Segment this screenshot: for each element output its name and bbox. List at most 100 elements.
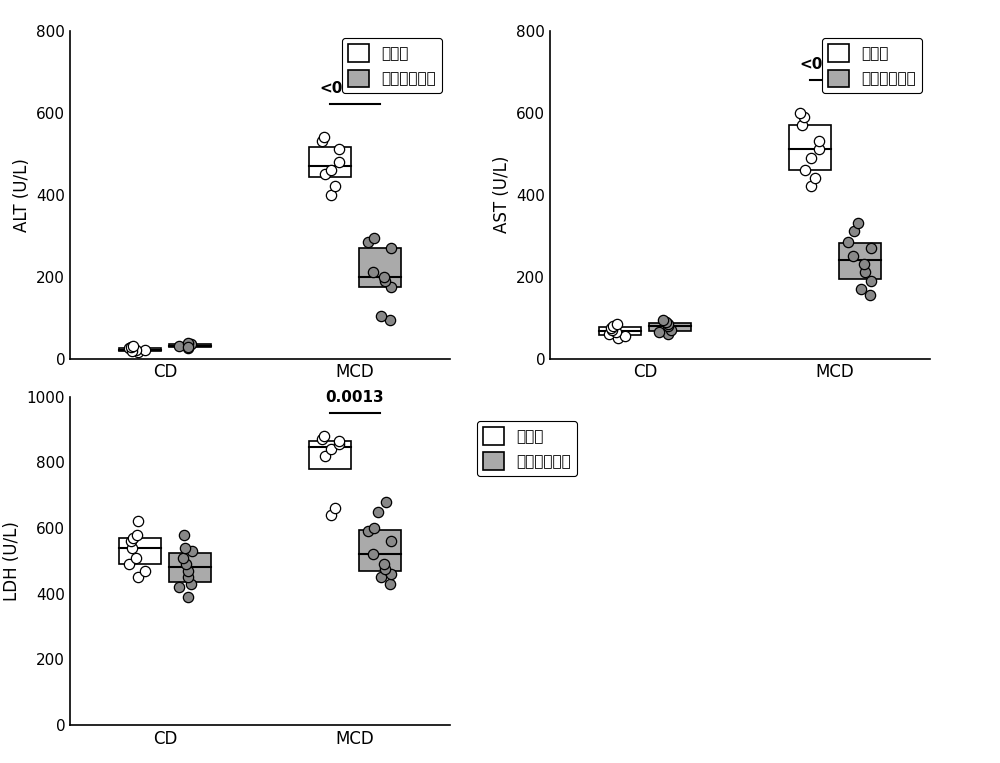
Point — [376, 270, 392, 282]
Point — [177, 542, 193, 554]
Point — [610, 332, 626, 344]
Point — [365, 266, 381, 278]
Point — [853, 283, 869, 295]
Point — [373, 310, 389, 322]
Point — [383, 242, 399, 254]
Point — [609, 317, 625, 330]
Point — [660, 317, 676, 330]
Point — [655, 314, 671, 326]
Point — [794, 119, 810, 131]
Point — [846, 225, 862, 237]
FancyBboxPatch shape — [119, 538, 161, 564]
Y-axis label: ALT (U/L): ALT (U/L) — [13, 158, 31, 231]
Point — [792, 106, 808, 118]
Point — [845, 250, 861, 262]
Point — [373, 571, 389, 583]
Point — [605, 320, 621, 332]
Point — [128, 552, 144, 564]
Point — [130, 515, 146, 527]
Point — [183, 338, 199, 350]
Point — [121, 343, 137, 355]
FancyBboxPatch shape — [839, 243, 881, 278]
Point — [123, 535, 139, 547]
FancyBboxPatch shape — [169, 344, 211, 347]
Point — [803, 180, 819, 192]
Point — [811, 135, 827, 147]
Text: <0.0001: <0.0001 — [799, 56, 871, 72]
Point — [617, 330, 633, 342]
Point — [317, 449, 333, 462]
Point — [608, 326, 624, 338]
Point — [370, 505, 386, 517]
Legend: 对照组, 硫藤黄菌素组: 对照组, 硫藤黄菌素组 — [822, 38, 922, 93]
Point — [180, 343, 196, 355]
Point — [124, 542, 140, 554]
Y-axis label: LDH (U/L): LDH (U/L) — [3, 521, 21, 600]
Point — [316, 131, 332, 143]
Point — [796, 111, 812, 123]
Point — [366, 231, 382, 243]
Point — [323, 188, 339, 201]
FancyBboxPatch shape — [359, 248, 401, 287]
Point — [377, 275, 393, 287]
Point — [660, 320, 676, 332]
Point — [663, 324, 679, 336]
FancyBboxPatch shape — [309, 147, 351, 177]
Point — [180, 341, 196, 353]
Point — [383, 568, 399, 580]
Point — [857, 266, 873, 278]
Legend: 对照组, 硫藤黄菌素组: 对照组, 硫藤黄菌素组 — [342, 38, 442, 93]
Point — [317, 168, 333, 180]
Point — [175, 552, 191, 564]
FancyBboxPatch shape — [649, 323, 691, 331]
Point — [863, 242, 879, 254]
Point — [130, 346, 146, 359]
Point — [601, 328, 617, 340]
Point — [604, 324, 620, 336]
Point — [180, 571, 196, 583]
Point — [137, 565, 153, 577]
Point — [176, 529, 192, 541]
Point — [660, 328, 676, 340]
Text: 0.0013: 0.0013 — [326, 390, 384, 405]
Y-axis label: AST (U/L): AST (U/L) — [493, 156, 511, 233]
Point — [183, 578, 199, 590]
Point — [331, 156, 347, 168]
Point — [331, 435, 347, 447]
FancyBboxPatch shape — [309, 441, 351, 469]
Point — [382, 578, 398, 590]
Point — [129, 529, 145, 541]
Text: <0.0001: <0.0001 — [319, 81, 391, 96]
Point — [651, 326, 667, 338]
Point — [323, 443, 339, 456]
Point — [658, 316, 674, 328]
FancyBboxPatch shape — [599, 327, 641, 334]
Point — [323, 509, 339, 521]
FancyBboxPatch shape — [789, 125, 831, 170]
Point — [314, 135, 330, 147]
Point — [807, 172, 823, 184]
Point — [378, 496, 394, 508]
Point — [797, 164, 813, 176]
Point — [863, 275, 879, 287]
Point — [180, 337, 196, 349]
Point — [327, 502, 343, 514]
Point — [603, 322, 619, 334]
Point — [360, 525, 376, 537]
Point — [180, 565, 196, 577]
Legend: 对照组, 硫藤黄菌素组: 对照组, 硫藤黄菌素组 — [477, 421, 577, 476]
Point — [331, 438, 347, 450]
Point — [382, 314, 398, 326]
Point — [121, 558, 137, 570]
Point — [125, 340, 141, 353]
FancyBboxPatch shape — [359, 530, 401, 571]
Point — [803, 152, 819, 164]
FancyBboxPatch shape — [119, 348, 161, 351]
Point — [137, 344, 153, 356]
Point — [184, 545, 200, 557]
Point — [323, 164, 339, 176]
Point — [178, 558, 194, 570]
Point — [123, 341, 139, 353]
Point — [383, 281, 399, 293]
Point — [840, 236, 856, 248]
